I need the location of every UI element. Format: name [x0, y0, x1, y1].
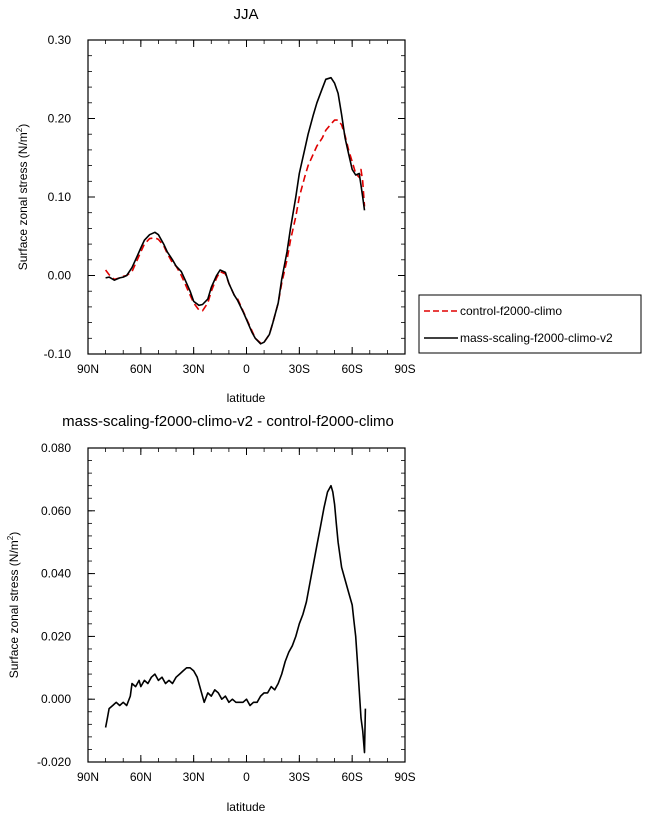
bottom-chart-x-tick-label: 30N: [183, 770, 205, 784]
top-chart-x-tick-label: 30S: [289, 362, 310, 376]
bottom-chart-y-tick-label: 0.080: [41, 441, 71, 455]
top-chart: JJA latitude Surface zonal stress (N/m2)…: [15, 6, 416, 405]
bottom-chart-y-axis-label: Surface zonal stress (N/m2): [6, 532, 21, 679]
bottom-chart-x-axis-label: latitude: [227, 800, 266, 814]
bottom-chart-ticks: 90N 60N 30N 0 30S 60S 90S -0.020 0.000 0.020 0.040…: [37, 441, 416, 784]
top-chart-x-axis-label: latitude: [227, 391, 266, 405]
bottom-chart-y-tick-label: 0.020: [41, 629, 71, 643]
top-chart-y-tick-label: 0.10: [48, 190, 72, 204]
legend-label-control: control-f2000-climo: [460, 304, 562, 318]
bottom-chart-y-tick-label: 0.040: [41, 567, 71, 581]
top-chart-y-tick-label: -0.10: [44, 347, 72, 361]
top-chart-y-tick-label: 0.00: [48, 269, 72, 283]
top-chart-series-line-0: [104, 119, 366, 344]
top-chart-x-tick-label: 90S: [394, 362, 415, 376]
bottom-chart-title: mass-scaling-f2000-climo-v2 - control-f2…: [62, 413, 394, 430]
legend-box: [418, 294, 642, 354]
top-chart-x-tick-label: 90N: [77, 362, 99, 376]
top-chart-x-tick-label: 0: [243, 362, 250, 376]
bottom-chart-series-line-0: [104, 484, 367, 754]
bottom-chart-y-tick-label: 0.000: [41, 692, 71, 706]
bottom-chart-x-tick-label: 30S: [289, 770, 310, 784]
top-chart-y-axis-label: Surface zonal stress (N/m2): [15, 124, 30, 271]
top-chart-x-tick-label: 30N: [183, 362, 205, 376]
top-chart-x-tick-label: 60N: [130, 362, 152, 376]
top-chart-ticks: 90N 60N 30N 0 30S 60S 90S -0.10 0.00 0.10 0.20 0.30: [44, 33, 416, 376]
bottom-chart-x-tick-label: 60S: [341, 770, 362, 784]
bottom-chart-x-tick-label: 0: [243, 770, 250, 784]
bottom-chart-x-tick-label: 90N: [77, 770, 99, 784]
bottom-chart-series: [104, 484, 367, 754]
legend-label-mass-scaling: mass-scaling-f2000-climo-v2: [460, 331, 613, 345]
top-chart-y-tick-label: 0.20: [48, 112, 72, 126]
top-chart-y-tick-label: 0.30: [48, 33, 72, 47]
bottom-chart-x-tick-label: 90S: [394, 770, 415, 784]
top-chart-x-tick-label: 60S: [341, 362, 362, 376]
top-chart-series: [104, 76, 366, 345]
bottom-chart-y-tick-label: 0.060: [41, 504, 71, 518]
bottom-chart: mass-scaling-f2000-climo-v2 - control-f2…: [6, 413, 416, 814]
top-chart-plot-frame: [87, 39, 406, 355]
top-chart-title: JJA: [233, 6, 258, 23]
top-chart-legend: control-f2000-climo mass-scaling-f2000-c…: [418, 294, 642, 354]
bottom-chart-plot-frame: [87, 447, 406, 763]
bottom-chart-y-tick-label: -0.020: [37, 755, 71, 769]
bottom-chart-x-tick-label: 60N: [130, 770, 152, 784]
top-chart-series-line-1: [105, 76, 366, 345]
